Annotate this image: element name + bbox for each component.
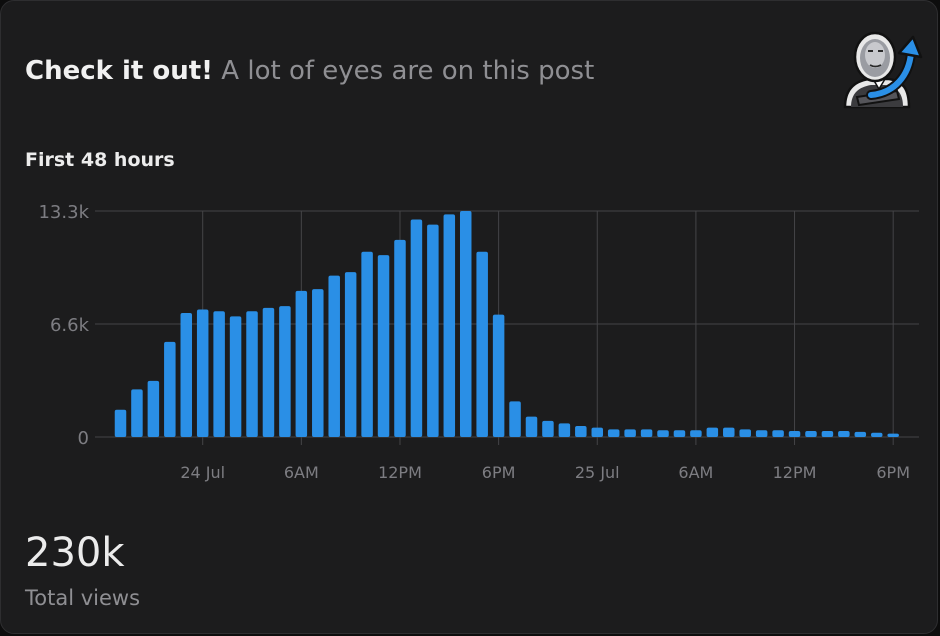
x-tick-label: 25 Jul: [575, 463, 620, 482]
chart-bar: [443, 214, 456, 437]
chart-bar: [229, 316, 242, 437]
chart-bar: [772, 430, 784, 437]
chart-bar: [542, 420, 554, 437]
total-views-label: Total views: [25, 586, 141, 610]
total-views-value: 230k: [25, 530, 125, 576]
chart-bar: [459, 211, 472, 437]
x-tick-label: 6AM: [284, 463, 319, 482]
chart-bar: [558, 423, 571, 437]
y-tick-label: 13.3k: [38, 202, 89, 223]
chart-bar: [575, 425, 587, 437]
chart-bar: [755, 430, 768, 437]
chart-bar: [344, 272, 357, 437]
chart-bar: [114, 409, 127, 437]
chart-bar: [805, 431, 817, 437]
chart-bar: [180, 312, 193, 437]
x-tick-label: 6PM: [482, 463, 516, 482]
x-tick-label: 12PM: [378, 463, 422, 482]
chart-bar: [492, 314, 505, 437]
headline: Check it out! A lot of eyes are on this …: [25, 55, 594, 87]
stonks-meme-icon: [837, 27, 923, 111]
chart-bar: [838, 431, 850, 437]
chart-bar: [394, 239, 406, 437]
headline-rest: A lot of eyes are on this post: [221, 56, 595, 86]
y-tick-label: 6.6k: [50, 315, 90, 336]
chart-bar: [476, 251, 488, 437]
chart-bar: [361, 251, 373, 437]
chart-bar: [279, 306, 291, 437]
chart-bar: [739, 429, 751, 437]
chart-bar: [640, 429, 653, 437]
chart-bar: [509, 401, 521, 437]
chart-bar: [328, 275, 340, 437]
chart-bar: [147, 380, 160, 437]
x-tick-label: 6PM: [876, 463, 910, 482]
chart-bar: [690, 430, 702, 437]
chart-bar: [591, 427, 604, 437]
chart-bar: [377, 255, 390, 437]
chart-bar: [723, 427, 735, 437]
chart-bar: [706, 427, 719, 437]
y-tick-label: 0: [78, 428, 89, 449]
chart-bar: [131, 389, 143, 437]
chart-bar: [312, 289, 324, 437]
chart-bar: [213, 311, 225, 437]
headline-strong: Check it out!: [25, 56, 214, 86]
x-tick-label: 12PM: [773, 463, 817, 482]
x-tick-label: 6AM: [678, 463, 713, 482]
chart-bar: [262, 307, 275, 437]
chart-bar: [164, 341, 176, 437]
x-tick-label: 24 Jul: [180, 463, 225, 482]
chart-bar: [657, 430, 669, 437]
chart-bar: [607, 429, 620, 437]
chart-bar: [788, 431, 801, 437]
views-bar-chart: 0 6.6k 13.3k 24 Jul 6AM 12PM 6PM 25 Jul 6AM 12PM 6…: [38, 202, 919, 482]
chart-bar: [410, 219, 423, 437]
chart-bar: [870, 432, 883, 437]
chart-bar: [246, 311, 258, 437]
chart-bar: [196, 309, 209, 437]
chart-bar: [673, 430, 686, 437]
chart-bar: [624, 429, 636, 437]
chart-subtitle: First 48 hours: [25, 149, 175, 171]
chart-bar: [427, 224, 439, 437]
chart-bar: [887, 433, 899, 437]
chart-bar: [854, 431, 867, 437]
chart-bar: [525, 416, 538, 437]
chart-bar: [295, 290, 308, 437]
chart-bar: [821, 431, 834, 437]
